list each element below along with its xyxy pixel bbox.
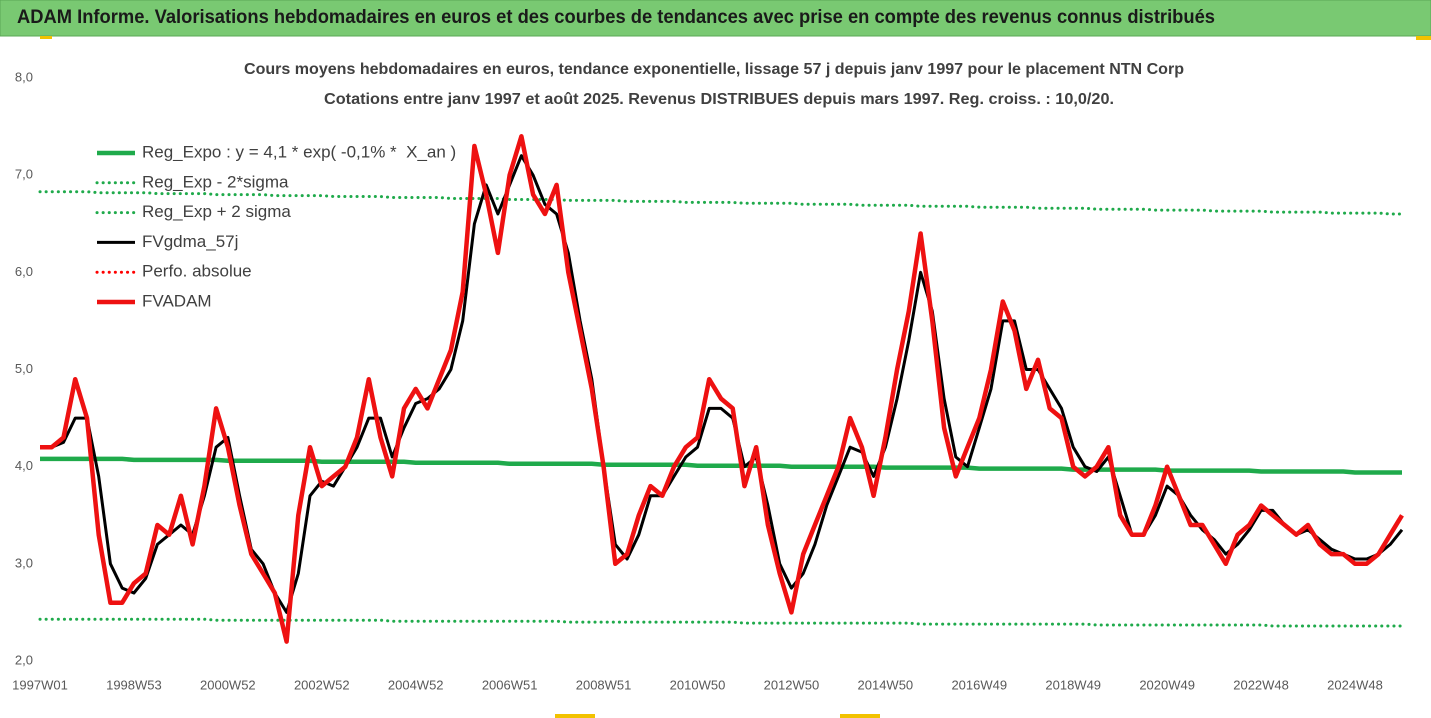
y-tick-label: 5,0 bbox=[15, 361, 33, 376]
legend-label: Reg_Expo : y = 4,1 * exp( -0,1% * X_an ) bbox=[142, 142, 456, 161]
legend-label: Perfo. absolue bbox=[142, 262, 252, 281]
corner-accent bbox=[40, 36, 52, 39]
x-tick-label: 2008W51 bbox=[576, 677, 632, 692]
chart-title: Cours moyens hebdomadaires en euros, ten… bbox=[244, 61, 1184, 78]
series-line bbox=[38, 190, 1404, 216]
x-tick-label: 2014W50 bbox=[858, 677, 914, 692]
corner-accent bbox=[1416, 36, 1431, 40]
corner-accent bbox=[555, 714, 595, 718]
x-tick-label: 2018W49 bbox=[1045, 677, 1101, 692]
y-tick-label: 8,0 bbox=[15, 69, 33, 84]
header-bar bbox=[0, 0, 1431, 37]
series-line bbox=[40, 456, 1402, 475]
x-tick-label: 2000W52 bbox=[200, 677, 256, 692]
series-line bbox=[38, 617, 1404, 628]
legend-label: FVgdma_57j bbox=[142, 232, 238, 251]
legend-label: Reg_Exp - 2*sigma bbox=[142, 172, 289, 191]
y-tick-label: 7,0 bbox=[15, 167, 33, 182]
x-tick-label: 2010W50 bbox=[670, 677, 726, 692]
chart-title: Cotations entre janv 1997 et août 2025. … bbox=[324, 91, 1114, 108]
y-tick-label: 4,0 bbox=[15, 458, 33, 473]
x-tick-label: 2012W50 bbox=[764, 677, 820, 692]
corner-accent bbox=[840, 714, 880, 718]
x-tick-label: 2004W52 bbox=[388, 677, 444, 692]
x-tick-label: 1998W53 bbox=[106, 677, 162, 692]
x-tick-label: 2006W51 bbox=[482, 677, 538, 692]
y-tick-label: 3,0 bbox=[15, 555, 33, 570]
x-tick-label: 2002W52 bbox=[294, 677, 350, 692]
x-tick-label: 2024W48 bbox=[1327, 677, 1383, 692]
legend-label: FVADAM bbox=[142, 291, 212, 310]
page-title: ADAM Informe. Valorisations hebdomadaire… bbox=[17, 7, 1215, 28]
x-tick-label: 2016W49 bbox=[951, 677, 1007, 692]
y-tick-label: 2,0 bbox=[15, 652, 33, 667]
x-tick-label: 2020W49 bbox=[1139, 677, 1195, 692]
series-line bbox=[40, 154, 1404, 614]
x-tick-label: 1997W01 bbox=[12, 677, 68, 692]
x-tick-label: 2022W48 bbox=[1233, 677, 1289, 692]
legend-label: Reg_Exp + 2 sigma bbox=[142, 202, 291, 221]
series-line bbox=[40, 134, 1404, 644]
y-tick-label: 6,0 bbox=[15, 264, 33, 279]
